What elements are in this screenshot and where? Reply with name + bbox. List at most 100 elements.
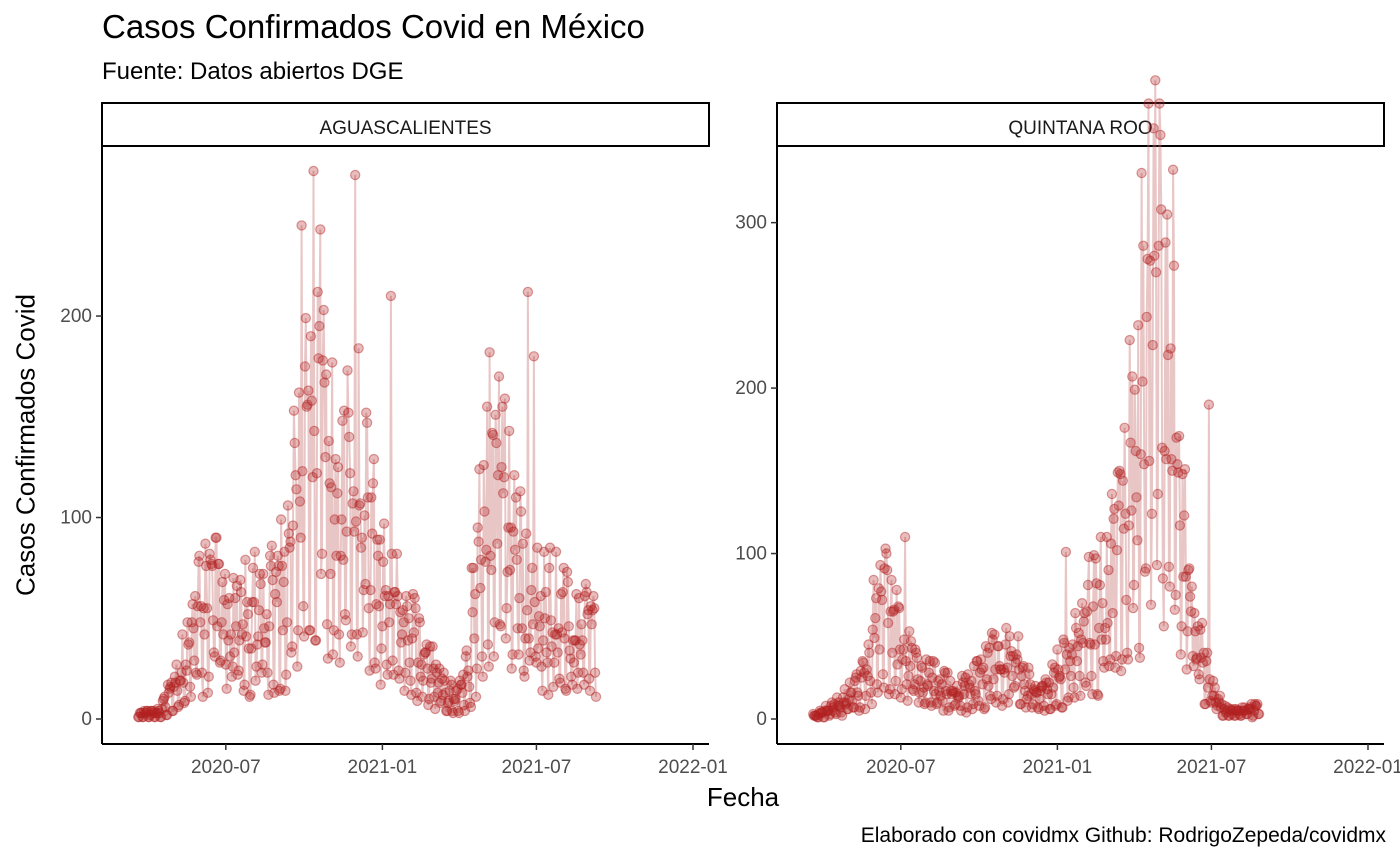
data-point: [1145, 599, 1157, 611]
data-point: [812, 712, 823, 723]
data-point: [1244, 702, 1255, 713]
data-point: [509, 470, 520, 481]
data-point: [924, 655, 936, 667]
data-point: [1172, 459, 1183, 470]
data-point: [1248, 705, 1260, 716]
data-point: [1144, 255, 1156, 266]
data-point: [225, 629, 237, 640]
data-point: [418, 649, 430, 660]
data-point: [1167, 465, 1178, 476]
data-point: [515, 486, 526, 497]
data-point: [1216, 698, 1227, 710]
data-point: [200, 560, 212, 572]
data-point: [185, 691, 197, 703]
data-point: [476, 651, 488, 662]
data-point: [449, 695, 460, 707]
data-point: [503, 522, 514, 533]
data-point: [290, 470, 301, 481]
data-point: [565, 653, 576, 664]
data-point: [417, 691, 428, 703]
data-point: [344, 431, 355, 443]
data-point: [1161, 454, 1172, 465]
data-point: [1228, 703, 1239, 715]
data-point: [964, 682, 975, 693]
data-point: [510, 492, 522, 503]
data-point: [867, 624, 878, 635]
data-point: [1231, 705, 1243, 716]
data-point: [512, 623, 523, 634]
data-point: [1241, 708, 1252, 720]
data-point: [315, 224, 326, 235]
data-point: [410, 603, 421, 614]
data-point: [571, 588, 582, 600]
data-point: [981, 674, 993, 685]
data-point: [155, 711, 166, 723]
data-point: [1001, 622, 1012, 634]
data-point: [1013, 664, 1025, 675]
data-point: [918, 682, 930, 693]
data-point: [1192, 621, 1204, 632]
data-point: [189, 655, 200, 666]
data-point: [492, 538, 503, 549]
data-point: [973, 695, 984, 707]
data-point: [426, 673, 437, 684]
data-point: [508, 526, 519, 537]
data-point: [454, 675, 465, 686]
data-point: [832, 700, 844, 712]
data-point: [178, 677, 189, 688]
data-point: [1064, 655, 1076, 667]
data-point: [215, 655, 226, 666]
data-point: [922, 680, 934, 692]
data-point: [173, 699, 185, 711]
data-point: [941, 689, 953, 700]
data-point: [575, 649, 586, 660]
data-point: [296, 220, 307, 231]
data-point: [995, 664, 1006, 675]
data-point: [203, 671, 214, 682]
data-point: [517, 538, 529, 549]
data-point: [527, 619, 539, 630]
data-point: [1174, 520, 1186, 531]
data-point: [1066, 649, 1078, 660]
data-point: [1023, 662, 1034, 673]
data-point: [836, 707, 847, 718]
data-point: [1171, 432, 1182, 443]
data-point: [989, 629, 1000, 640]
data-point: [904, 626, 915, 637]
data-point: [883, 689, 895, 700]
data-point: [991, 690, 1003, 702]
data-point: [1159, 445, 1170, 457]
data-point: [1059, 664, 1071, 675]
data-point: [361, 417, 373, 428]
data-point: [425, 677, 437, 688]
data-point: [1041, 677, 1052, 688]
data-point: [908, 685, 919, 697]
data-point: [572, 667, 584, 678]
data-point: [1155, 129, 1166, 141]
data-point: [536, 661, 547, 672]
data-point: [972, 655, 983, 667]
data-point: [945, 675, 956, 687]
data-point: [1112, 467, 1124, 478]
data-point: [581, 586, 592, 598]
data-point: [1104, 654, 1116, 665]
data-point: [1011, 649, 1022, 660]
data-point: [1168, 260, 1180, 271]
data-point: [979, 702, 991, 713]
data-point: [304, 625, 316, 636]
data-point: [459, 705, 471, 717]
data-point: [199, 629, 210, 640]
data-point: [1207, 675, 1219, 687]
data-point: [303, 385, 314, 396]
data-point: [222, 599, 233, 610]
data-point: [829, 698, 840, 710]
data-point: [210, 532, 221, 543]
data-point: [167, 705, 179, 717]
data-point: [345, 641, 357, 652]
data-point: [1073, 627, 1084, 639]
data-point: [1082, 579, 1094, 591]
data-point: [1043, 677, 1055, 688]
data-point: [1238, 705, 1250, 716]
data-point: [848, 702, 859, 713]
